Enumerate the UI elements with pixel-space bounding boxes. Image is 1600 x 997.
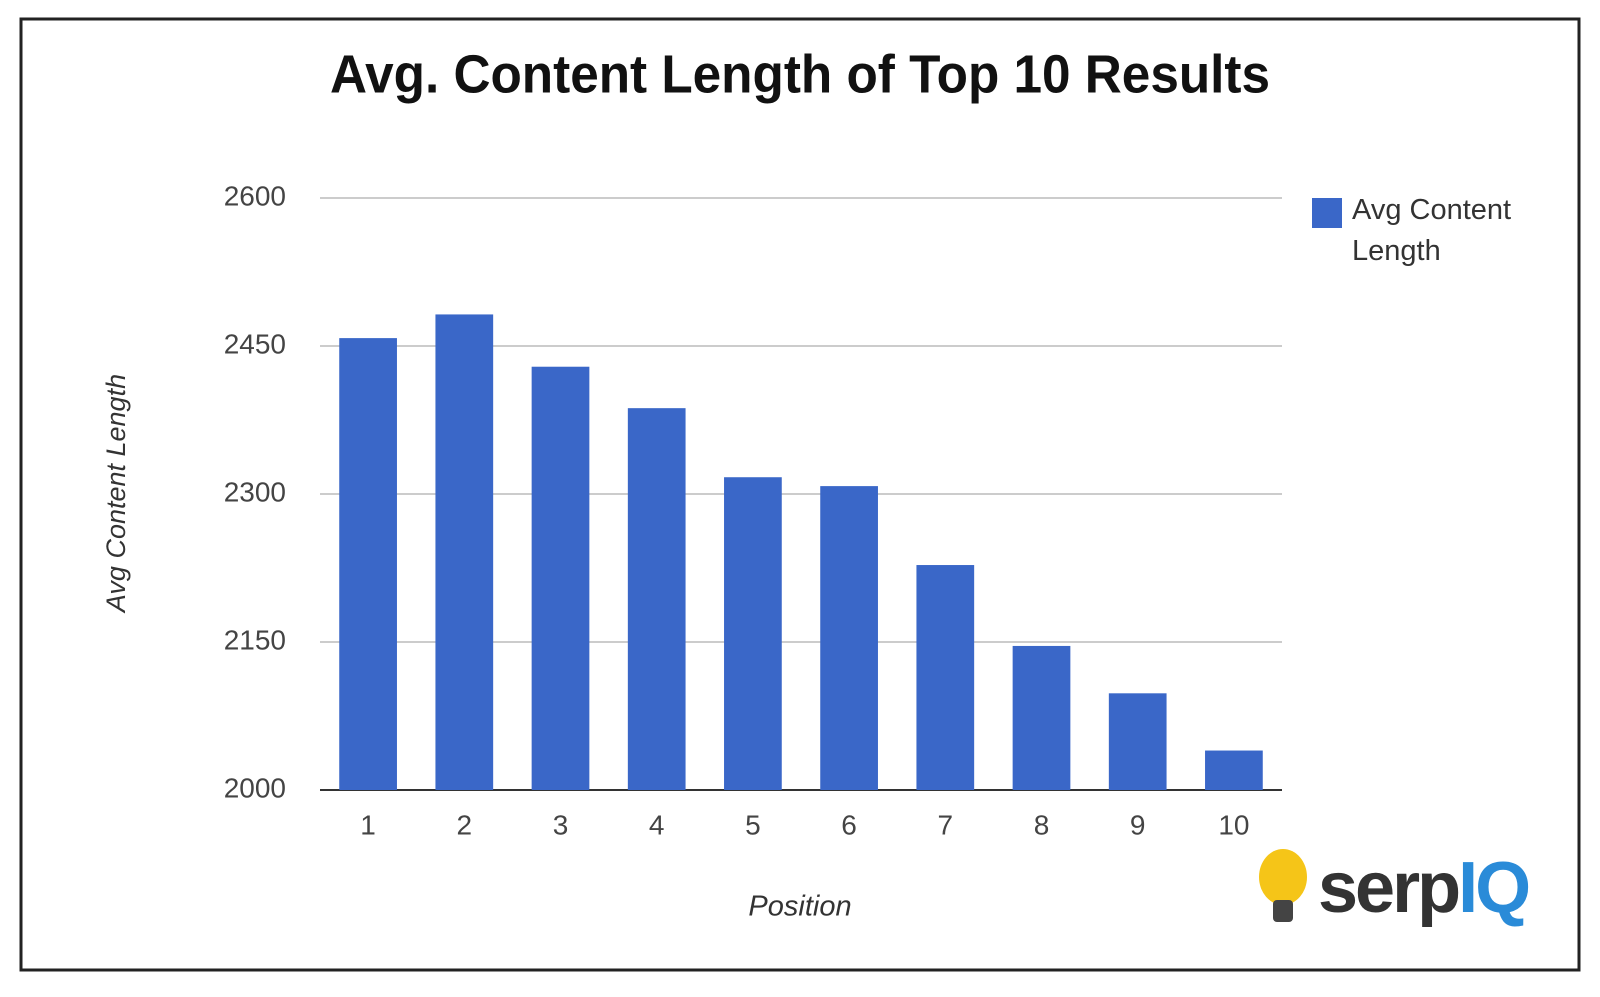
bar — [916, 565, 975, 790]
bar — [339, 338, 397, 790]
x-tick-label: 4 — [649, 809, 665, 840]
x-tick-label: 1 — [360, 809, 376, 840]
logo-dark: serp — [1318, 848, 1459, 928]
x-axis-title: Position — [748, 891, 851, 923]
y-tick-label: 2150 — [224, 624, 286, 655]
x-tick-label: 2 — [457, 809, 473, 840]
x-tick-label: 3 — [553, 809, 569, 840]
logo: serpIQ — [1259, 848, 1531, 928]
bar — [1108, 693, 1167, 790]
bar — [435, 314, 494, 790]
chart-title: Avg. Content Length of Top 10 Results — [330, 44, 1270, 104]
logo-blue: IQ — [1458, 848, 1528, 928]
y-tick-label: 2600 — [224, 180, 286, 211]
legend-label: Avg Content Length — [1352, 194, 1512, 267]
bar — [820, 486, 878, 790]
bar — [531, 366, 590, 790]
x-tick-label: 9 — [1130, 809, 1146, 840]
y-tick-label: 2000 — [224, 772, 286, 803]
legend-label-box: Avg Content Length — [1352, 194, 1512, 267]
bulb — [1259, 849, 1307, 905]
y-tick-label: 2300 — [224, 476, 286, 507]
x-tick-label: 8 — [1034, 809, 1050, 840]
x-tick-label: 10 — [1218, 809, 1249, 840]
y-axis-title: Avg Content Length — [101, 374, 131, 614]
x-tick-label: 7 — [938, 809, 954, 840]
x-tick-label: 6 — [841, 809, 857, 840]
x-tick-label: 5 — [745, 809, 761, 840]
bar — [724, 477, 782, 790]
logo-text: serpIQ — [1318, 848, 1528, 928]
bar — [1205, 750, 1263, 790]
bulb-base — [1273, 900, 1293, 922]
bar — [1012, 645, 1071, 790]
legend-swatch — [1312, 198, 1342, 228]
bar — [627, 408, 686, 790]
y-tick-label: 2450 — [224, 328, 286, 359]
